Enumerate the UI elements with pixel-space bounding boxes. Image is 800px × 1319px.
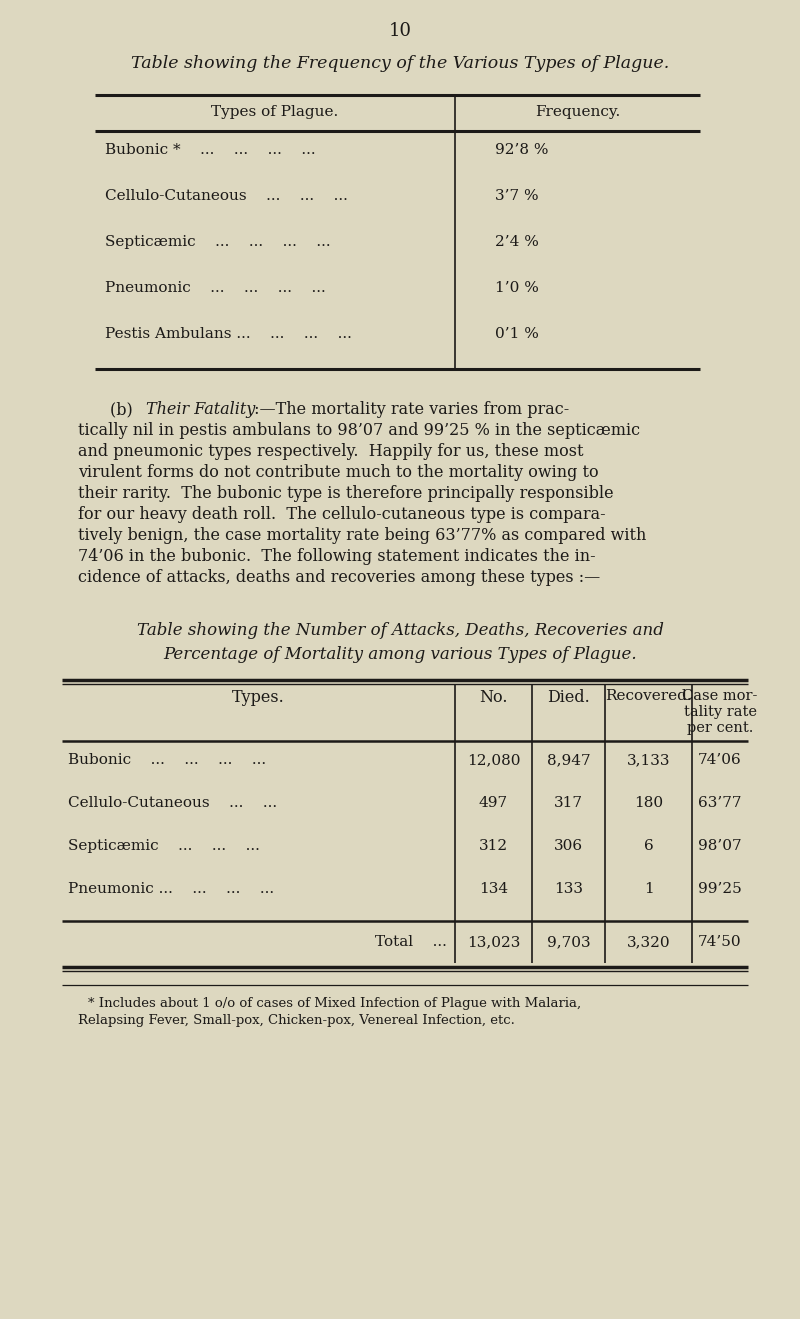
Text: :—The mortality rate varies from prac-: :—The mortality rate varies from prac-: [249, 401, 570, 418]
Text: 134: 134: [479, 882, 508, 896]
Text: 74’06: 74’06: [698, 753, 742, 768]
Text: 317: 317: [554, 795, 583, 810]
Text: Died.: Died.: [547, 689, 590, 706]
Text: Types of Plague.: Types of Plague.: [211, 106, 338, 119]
Text: 2’4 %: 2’4 %: [495, 235, 539, 249]
Text: 312: 312: [479, 839, 508, 853]
Text: 13,023: 13,023: [467, 935, 520, 948]
Text: * Includes about 1 o/o of cases of Mixed Infection of Plague with Malaria,: * Includes about 1 o/o of cases of Mixed…: [88, 997, 581, 1010]
Text: 99’25: 99’25: [698, 882, 742, 896]
Text: 9,703: 9,703: [546, 935, 590, 948]
Text: tality rate: tality rate: [683, 704, 757, 719]
Text: 1’0 %: 1’0 %: [495, 281, 539, 295]
Text: Total    ...: Total ...: [375, 935, 447, 948]
Text: Table showing the Number of Attacks, Deaths, Recoveries and: Table showing the Number of Attacks, Dea…: [137, 623, 663, 638]
Text: (b): (b): [110, 401, 143, 418]
Text: 8,947: 8,947: [546, 753, 590, 768]
Text: Case mor-: Case mor-: [682, 689, 758, 703]
Text: Septicæmic    ...    ...    ...: Septicæmic ... ... ...: [68, 839, 260, 853]
Text: 10: 10: [389, 22, 411, 40]
Text: 63’77: 63’77: [698, 795, 742, 810]
Text: 98’07: 98’07: [698, 839, 742, 853]
Text: 74’06 in the bubonic.  The following statement indicates the in-: 74’06 in the bubonic. The following stat…: [78, 547, 596, 565]
Text: 74’50: 74’50: [698, 935, 742, 948]
Text: per cent.: per cent.: [687, 721, 753, 735]
Text: No.: No.: [479, 689, 508, 706]
Text: Table showing the Frequency of the Various Types of Plague.: Table showing the Frequency of the Vario…: [131, 55, 669, 73]
Text: Frequency.: Frequency.: [535, 106, 620, 119]
Text: Relapsing Fever, Small-pox, Chicken-pox, Venereal Infection, etc.: Relapsing Fever, Small-pox, Chicken-pox,…: [78, 1014, 515, 1028]
Text: Pestis Ambulans ...    ...    ...    ...: Pestis Ambulans ... ... ... ...: [105, 327, 352, 342]
Text: 180: 180: [634, 795, 663, 810]
Text: Percentage of Mortality among various Types of Plague.: Percentage of Mortality among various Ty…: [163, 646, 637, 663]
Text: for our heavy death roll.  The cellulo-cutaneous type is compara-: for our heavy death roll. The cellulo-cu…: [78, 506, 606, 524]
Text: Their Fatality: Their Fatality: [146, 401, 255, 418]
Text: 3,320: 3,320: [626, 935, 670, 948]
Text: 497: 497: [479, 795, 508, 810]
Text: virulent forms do not contribute much to the mortality owing to: virulent forms do not contribute much to…: [78, 464, 598, 481]
Text: 306: 306: [554, 839, 583, 853]
Text: 12,080: 12,080: [466, 753, 520, 768]
Text: 3’7 %: 3’7 %: [495, 189, 538, 203]
Text: 3,133: 3,133: [626, 753, 670, 768]
Text: 133: 133: [554, 882, 583, 896]
Text: tically nil in pestis ambulans to 98’07 and 99’25 % in the septicæmic: tically nil in pestis ambulans to 98’07 …: [78, 422, 640, 439]
Text: Bubonic *    ...    ...    ...    ...: Bubonic * ... ... ... ...: [105, 142, 316, 157]
Text: and pneumonic types respectively.  Happily for us, these most: and pneumonic types respectively. Happil…: [78, 443, 583, 460]
Text: Types.: Types.: [232, 689, 285, 706]
Text: Cellulo-Cutaneous    ...    ...    ...: Cellulo-Cutaneous ... ... ...: [105, 189, 348, 203]
Text: their rarity.  The bubonic type is therefore principally responsible: their rarity. The bubonic type is theref…: [78, 485, 614, 503]
Text: 1: 1: [644, 882, 654, 896]
Text: Pneumonic ...    ...    ...    ...: Pneumonic ... ... ... ...: [68, 882, 274, 896]
Text: tively benign, the case mortality rate being 63’77% as compared with: tively benign, the case mortality rate b…: [78, 528, 646, 543]
Text: Septicæmic    ...    ...    ...    ...: Septicæmic ... ... ... ...: [105, 235, 330, 249]
Text: 0’1 %: 0’1 %: [495, 327, 539, 342]
Text: 92’8 %: 92’8 %: [495, 142, 549, 157]
Text: Cellulo-Cutaneous    ...    ...: Cellulo-Cutaneous ... ...: [68, 795, 277, 810]
Text: cidence of attacks, deaths and recoveries among these types :—: cidence of attacks, deaths and recoverie…: [78, 568, 600, 586]
Text: Pneumonic    ...    ...    ...    ...: Pneumonic ... ... ... ...: [105, 281, 326, 295]
Text: Bubonic    ...    ...    ...    ...: Bubonic ... ... ... ...: [68, 753, 266, 768]
Text: Recovered.: Recovered.: [605, 689, 692, 703]
Text: 6: 6: [644, 839, 654, 853]
